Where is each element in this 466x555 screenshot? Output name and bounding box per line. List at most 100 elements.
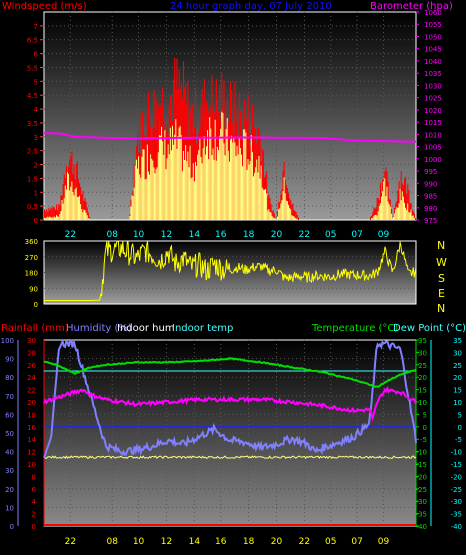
rain-tick-label: 30 xyxy=(27,337,36,345)
gust-bar xyxy=(271,211,273,220)
gust-bar xyxy=(63,174,65,220)
gust-bar xyxy=(295,211,297,220)
wind-bar xyxy=(166,158,168,220)
wind-bar xyxy=(281,200,283,220)
temp-tick-label: -10 xyxy=(416,449,427,457)
wind-bar xyxy=(287,204,290,220)
dew-tick-label: -40 xyxy=(451,523,462,531)
wind-bar xyxy=(410,209,412,220)
dir-tick-label: 90 xyxy=(29,285,38,293)
rain-tick-label: 8 xyxy=(32,473,36,481)
rain-tick-label: 4 xyxy=(32,498,37,506)
indoor-hum-line xyxy=(43,455,417,460)
wind-bar xyxy=(65,189,67,220)
humidity-tick-label: 90 xyxy=(5,356,14,364)
wind-bar xyxy=(260,165,262,220)
wind-bar xyxy=(61,199,63,220)
dir-tick-label: 180 xyxy=(25,270,38,278)
dew-tick-label: 0 xyxy=(458,424,462,432)
humidity-tick-label: 60 xyxy=(5,411,14,419)
baro-tick-label: 1000 xyxy=(424,156,442,164)
wind-bar xyxy=(249,160,251,220)
gust-bar xyxy=(156,111,158,220)
compass-e: E xyxy=(438,287,445,300)
rain-tick-label: 14 xyxy=(27,436,36,444)
temp-tick-label: 25 xyxy=(418,362,427,370)
wind-bar xyxy=(137,168,139,220)
wind-bar xyxy=(167,144,169,220)
wind-bar xyxy=(395,209,397,220)
wind-bar xyxy=(68,173,70,220)
wind-bar xyxy=(259,178,261,220)
gust-bar xyxy=(379,183,381,220)
wind-bar xyxy=(63,198,65,220)
wind-bar xyxy=(194,161,197,220)
gust-bar xyxy=(377,197,379,220)
wind-bar xyxy=(378,205,380,220)
humidity-tick-label: 50 xyxy=(5,430,14,438)
gust-bar xyxy=(201,88,203,220)
wind-bar xyxy=(154,173,156,220)
gust-bar xyxy=(194,88,197,221)
dew-tick-label: -25 xyxy=(451,486,462,494)
compass-s: S xyxy=(438,272,445,285)
temp-tick-label: -5 xyxy=(420,436,427,444)
wind-tick-label: 7 xyxy=(34,23,38,31)
wind-bar xyxy=(221,111,223,220)
baro-tick-label: 1060 xyxy=(424,9,442,17)
temp-hour-label: 10 xyxy=(133,537,145,547)
compass-w: W xyxy=(436,256,447,269)
baro-tick-label: 1045 xyxy=(424,46,442,54)
gust-bar xyxy=(49,209,51,220)
wind-bar xyxy=(228,161,230,220)
dewpoint-line xyxy=(43,385,417,422)
gust-bar xyxy=(46,209,48,220)
wind-bar xyxy=(224,155,226,220)
gust-bar xyxy=(371,215,373,220)
wind-bar xyxy=(237,154,239,220)
wind-bar xyxy=(139,174,141,220)
wind-bar xyxy=(201,163,203,220)
dew-tick-label: 30 xyxy=(453,349,462,357)
wind-bar xyxy=(192,163,194,220)
rain-tick-label: 0 xyxy=(32,523,36,531)
gust-bar xyxy=(184,87,186,220)
wind-bar xyxy=(388,204,390,220)
baro-tick-label: 975 xyxy=(424,217,437,225)
dew-tick-label: -20 xyxy=(451,473,462,481)
baro-tick-label: 1025 xyxy=(424,95,442,103)
wind-bar xyxy=(377,211,379,220)
wind-bar xyxy=(376,215,378,220)
wind-bar xyxy=(156,167,158,220)
temp-hour-label: 14 xyxy=(189,537,201,547)
gust-bar xyxy=(190,104,192,220)
wind-bar xyxy=(176,148,178,220)
wind-bar xyxy=(84,210,86,220)
rain-tick-label: 20 xyxy=(27,399,36,407)
dew-tick-label: 20 xyxy=(453,374,462,382)
gust-bar xyxy=(85,201,87,220)
gust-bar xyxy=(87,212,89,220)
wind-bar xyxy=(243,129,245,220)
gust-bar xyxy=(76,160,78,220)
temp-hour-label: 22 xyxy=(299,537,310,547)
wind-bar xyxy=(284,193,286,220)
wind-bar xyxy=(258,156,260,220)
wind-bar xyxy=(58,216,60,220)
wind-bar xyxy=(74,189,76,220)
indoor-temp-legend: Indoor temp xyxy=(172,323,233,334)
wind-bar xyxy=(270,212,272,220)
wind-bar xyxy=(188,167,190,220)
rain-tick-label: 26 xyxy=(27,362,36,370)
wind-bar xyxy=(286,201,288,220)
wind-bar xyxy=(230,139,232,220)
wind-bar xyxy=(210,128,212,220)
wind-bar xyxy=(175,119,177,220)
chart-title: 24 hour graph day, 07 July 2010 xyxy=(170,1,332,12)
wind-hour-label: 09 xyxy=(378,230,390,240)
gust-bar xyxy=(292,203,294,220)
wind-bar xyxy=(169,127,171,220)
gust-bar xyxy=(82,190,84,220)
wind-bar xyxy=(240,154,243,220)
wind-bar xyxy=(191,177,193,220)
